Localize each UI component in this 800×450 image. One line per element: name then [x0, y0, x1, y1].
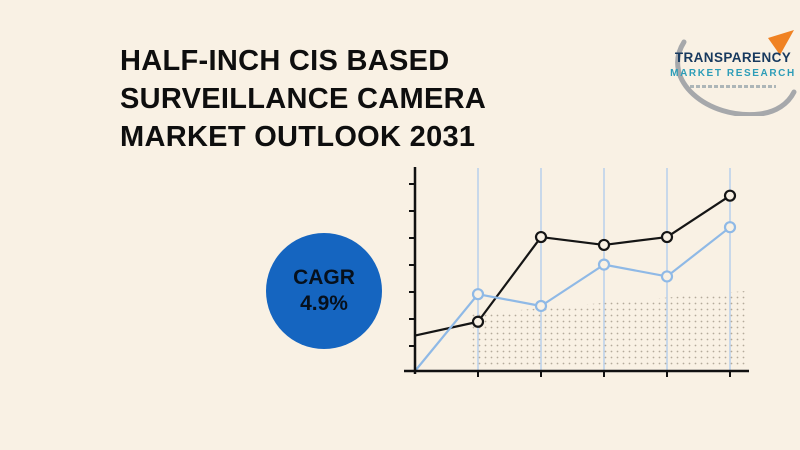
tmr-logo: TRANSPARENCY MARKET RESEARCH [668, 28, 798, 116]
logo-tagline-bar [690, 85, 776, 88]
data-point-marker [471, 315, 485, 328]
data-point-marker [660, 230, 674, 244]
data-point-marker [723, 189, 737, 202]
logo-swoosh-icon [675, 30, 797, 116]
stipple-area [472, 291, 745, 367]
title-line-1: HALF-INCH CIS BASED [120, 45, 450, 77]
data-point-marker [723, 221, 737, 234]
cagr-badge: CAGR 4.9% [266, 233, 382, 349]
title-line-2: SURVEILLANCE CAMERA [120, 83, 487, 115]
data-point-marker [534, 299, 548, 313]
trend-chart [404, 167, 749, 377]
chart-container [400, 164, 760, 386]
data-point-marker [534, 230, 548, 244]
cagr-label: CAGR [293, 266, 355, 289]
data-point-marker [471, 288, 485, 301]
chart-series [414, 189, 737, 372]
logo-arrow-icon [768, 30, 794, 55]
data-point-marker [597, 238, 611, 252]
title-line-3: MARKET OUTLOOK 2031 [120, 121, 476, 153]
logo-text-market-research: MARKET RESEARCH [670, 68, 796, 79]
data-point-marker [597, 258, 611, 271]
page-title: HALF-INCH CIS BASED SURVEILLANCE CAMERA … [120, 42, 580, 156]
axis-ticks [409, 183, 731, 377]
cagr-value: 4.9% [300, 292, 348, 315]
data-point-marker [660, 270, 674, 283]
logo-text-transparency: TRANSPARENCY [674, 50, 792, 65]
